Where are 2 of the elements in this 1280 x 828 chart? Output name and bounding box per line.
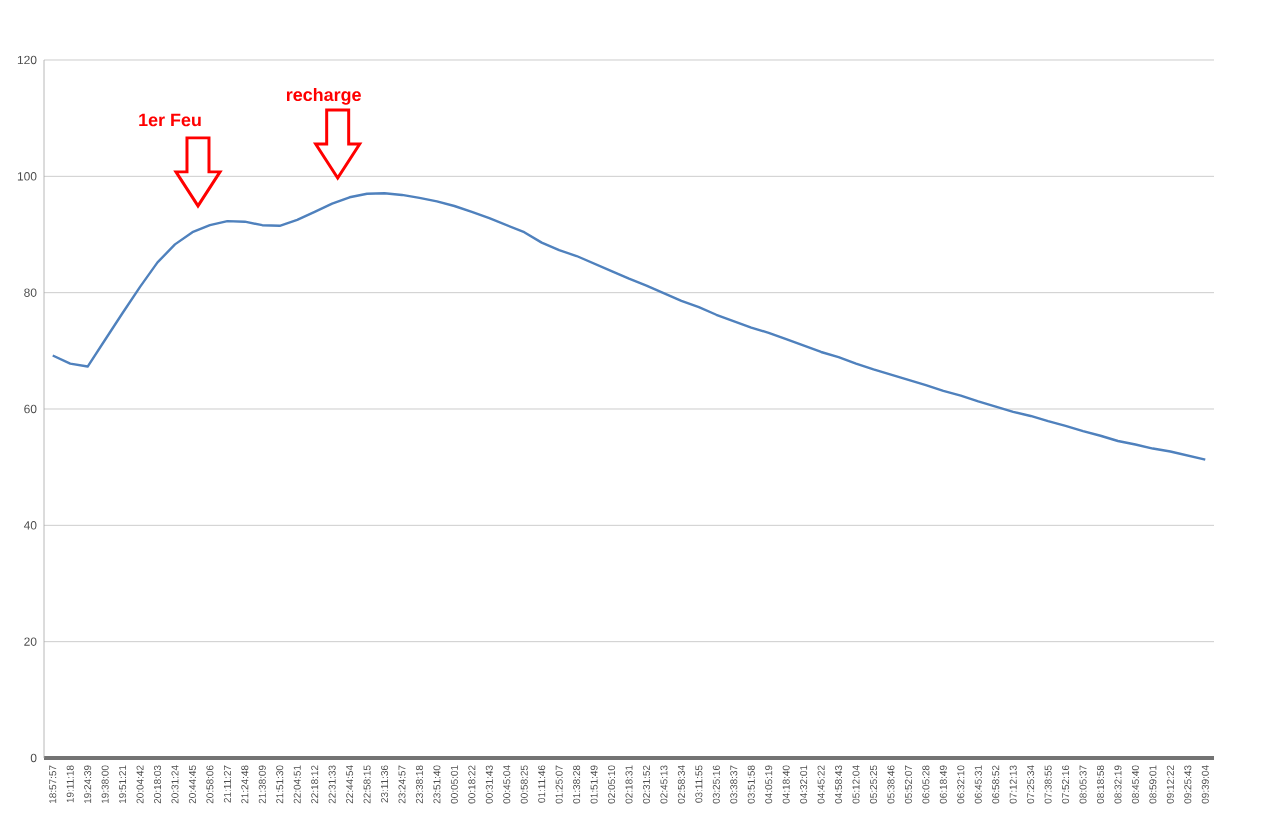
- annotation: 1er Feu: [139, 113, 201, 127]
- annotation: recharge: [286, 87, 361, 105]
